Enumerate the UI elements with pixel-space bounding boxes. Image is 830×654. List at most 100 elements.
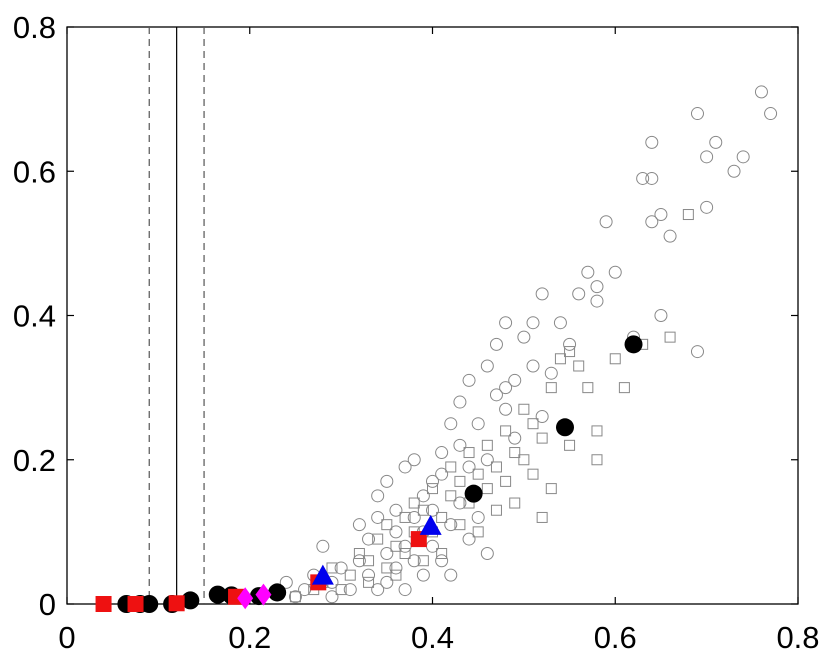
filled-diamond-point	[237, 587, 254, 610]
open-circle-point	[389, 525, 403, 539]
open-square-point	[509, 447, 521, 459]
open-circle-point	[416, 568, 430, 582]
open-square-point	[591, 454, 603, 466]
open-circle-point	[407, 554, 421, 568]
open-circle-point	[371, 583, 385, 597]
open-circle-point	[453, 496, 467, 510]
open-circle-point	[563, 337, 577, 351]
open-circle-point	[754, 85, 768, 99]
open-circle-point	[535, 409, 549, 423]
filled-square-point	[95, 596, 112, 612]
data-points	[95, 85, 778, 613]
filled-circle-point	[268, 583, 287, 602]
x-tick-label: 0.4	[411, 620, 454, 654]
open-circle-point	[426, 474, 439, 488]
open-square-point	[518, 454, 530, 466]
filled-square-point	[168, 595, 185, 612]
open-circle-point	[499, 402, 513, 416]
open-circle-point	[435, 446, 449, 460]
open-circle-point	[480, 359, 494, 373]
open-square-point	[500, 475, 512, 487]
open-circle-point	[553, 316, 567, 330]
open-square-point	[445, 461, 457, 473]
open-circle-point	[636, 171, 650, 185]
open-circle-point	[380, 547, 394, 561]
open-circle-point	[645, 215, 659, 229]
open-circle-point	[499, 381, 513, 395]
open-circle-point	[279, 575, 293, 589]
open-circle-point	[371, 510, 385, 524]
open-square-point	[536, 432, 548, 444]
y-tick-label: 0.2	[13, 443, 56, 478]
open-circle-point	[407, 453, 421, 467]
open-circle-point	[544, 366, 558, 380]
open-square-point	[481, 439, 493, 451]
open-circle-point	[499, 316, 513, 330]
open-square-point	[490, 504, 502, 516]
open-square-point	[363, 576, 375, 588]
open-circle-point	[389, 503, 403, 517]
open-square-point	[417, 555, 429, 567]
open-circle-point	[398, 583, 412, 597]
filled-circle-point	[181, 591, 200, 610]
open-square-point	[381, 562, 393, 574]
open-circle-point	[389, 561, 403, 575]
open-circle-point	[352, 518, 366, 532]
open-circle-point	[416, 489, 430, 503]
open-circle-point	[535, 287, 549, 301]
open-circle-point	[489, 337, 503, 351]
filled-circle-point	[208, 585, 227, 604]
open-square-point	[445, 490, 457, 502]
open-circle-point	[471, 417, 485, 431]
open-circle-point	[316, 539, 330, 553]
open-circle-point	[380, 474, 394, 488]
open-circle-point	[471, 510, 485, 524]
open-circle-point	[590, 294, 604, 308]
open-circle-point	[462, 532, 476, 546]
open-circle-point	[352, 554, 366, 568]
open-circle-point	[700, 200, 714, 214]
open-square-point	[427, 483, 438, 495]
open-circle-point	[700, 150, 714, 164]
filled-square-point	[410, 531, 427, 548]
open-circle-point	[362, 532, 376, 546]
open-square-point	[664, 331, 676, 343]
open-circle-point	[435, 554, 449, 568]
open-circle-point	[288, 590, 302, 604]
open-square-point	[536, 511, 548, 523]
open-circle-point	[645, 135, 659, 149]
open-circle-point	[480, 547, 494, 561]
y-tick-label: 0.4	[13, 299, 56, 334]
open-square-point	[399, 548, 411, 560]
open-circle-point	[489, 388, 503, 402]
open-circle-point	[462, 460, 476, 474]
open-square-point	[390, 569, 402, 581]
x-tick-label: 0.8	[776, 620, 819, 654]
open-square-point	[454, 475, 466, 487]
open-circle-point	[334, 561, 348, 575]
open-circle-point	[508, 431, 522, 445]
open-circle-point	[426, 503, 439, 517]
open-circle-point	[727, 164, 741, 178]
open-circle-point	[444, 568, 458, 582]
open-square-point	[344, 569, 356, 581]
open-circle-point	[654, 309, 668, 322]
x-tick-label: 0.6	[594, 620, 637, 654]
open-circle-point	[480, 453, 494, 467]
open-square-point	[381, 519, 393, 531]
reference-lines	[148, 27, 205, 604]
open-circle-point	[581, 265, 595, 279]
open-circle-point	[435, 467, 449, 481]
open-circle-point	[462, 373, 476, 387]
open-square-point	[545, 382, 557, 394]
filled-circle-point	[624, 335, 643, 354]
open-square-point	[527, 468, 539, 480]
open-circle-point	[517, 330, 531, 344]
open-square-point	[463, 447, 475, 459]
open-square-point	[390, 540, 402, 552]
open-square-point	[545, 483, 557, 495]
open-square-point	[682, 209, 694, 221]
open-circle-point	[690, 107, 704, 121]
open-circle-point	[608, 265, 622, 279]
